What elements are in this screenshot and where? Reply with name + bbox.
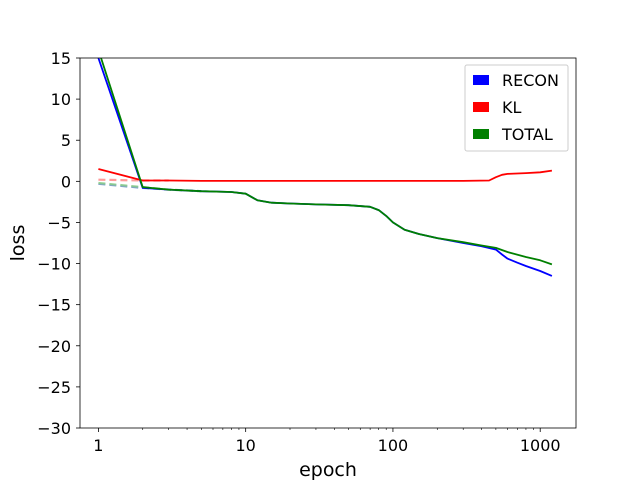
- y-tick-label: −10: [37, 255, 71, 274]
- y-tick-label: 0: [61, 172, 71, 191]
- y-tick-label: −5: [47, 213, 71, 232]
- y-tick-label: 15: [51, 49, 71, 68]
- legend-swatch-kl: [473, 102, 489, 112]
- y-tick-label: −20: [37, 337, 71, 356]
- legend-label-recon: RECON: [502, 71, 559, 90]
- y-tick-label: 5: [61, 131, 71, 150]
- y-tick-label: −15: [37, 296, 71, 315]
- series-line-total: [100, 58, 553, 266]
- legend-swatch-total: [473, 129, 489, 139]
- legend: RECON KL TOTAL: [464, 64, 569, 152]
- legend-label-total: TOTAL: [501, 125, 553, 144]
- y-axis-label: loss: [7, 225, 29, 262]
- x-tick-label: 100: [378, 436, 409, 455]
- x-tick-label: 1: [93, 436, 103, 455]
- x-tick-label: 10: [235, 436, 255, 455]
- legend-label-kl: KL: [502, 98, 521, 117]
- legend-box: [464, 64, 569, 152]
- training-lines: [97, 58, 553, 277]
- legend-swatch-recon: [473, 75, 489, 85]
- y-tick-label: 10: [51, 90, 71, 109]
- y-tick-label: −25: [37, 378, 71, 397]
- y-tick-label: −30: [37, 419, 71, 438]
- x-axis-ticks: 1 10 100 1000: [93, 428, 561, 455]
- x-tick-label: 1000: [520, 436, 561, 455]
- plot-frame: [79, 57, 577, 429]
- y-axis-ticks: 15 10 5 0 −5 −10 −15 −20 −25 −30: [37, 49, 80, 438]
- x-axis-label: epoch: [299, 459, 357, 480]
- series-line-kl: [98, 168, 553, 182]
